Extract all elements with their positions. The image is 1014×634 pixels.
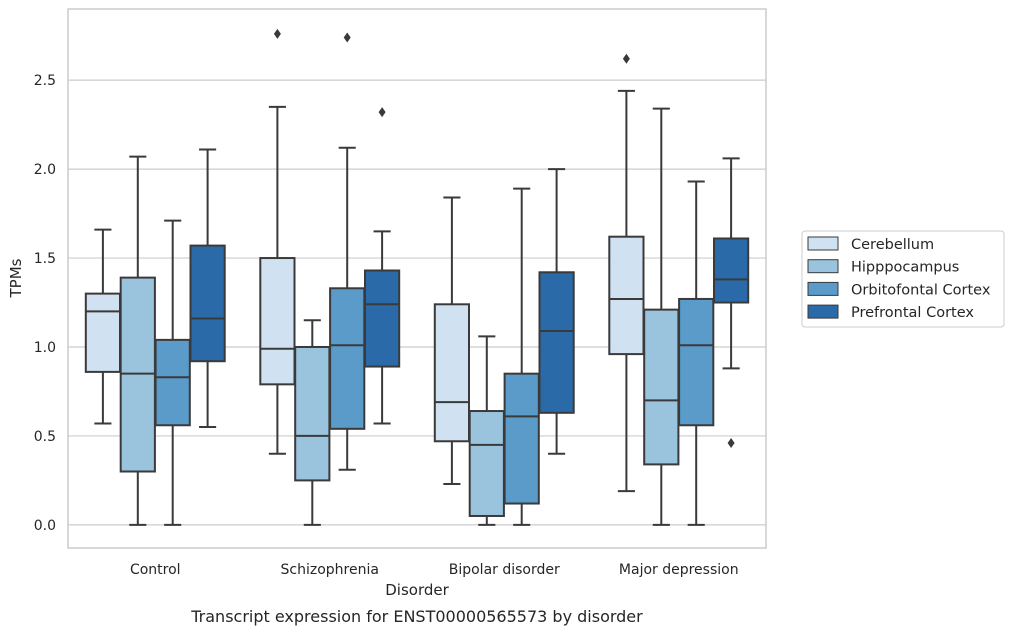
outlier-point	[343, 32, 351, 43]
legend-frame	[801, 230, 1005, 328]
box-body	[363, 269, 401, 368]
y-tick-label: 2.0	[34, 162, 56, 178]
box-0-3	[189, 148, 226, 429]
legend-label: Cerebellum	[851, 237, 934, 253]
boxes	[84, 28, 750, 526]
y-axis-label: TPMs	[7, 258, 25, 298]
box-body	[712, 237, 750, 304]
box-body	[643, 308, 680, 466]
figure-caption: Transcript expression for ENST0000056557…	[190, 607, 643, 626]
box-3-3	[712, 157, 750, 449]
box-2-0	[433, 196, 471, 485]
box-body	[84, 292, 122, 373]
box-body	[433, 303, 471, 443]
legend-label: Prefrontal Cortex	[851, 305, 974, 321]
box-body	[294, 345, 331, 482]
y-tick-label: 0.0	[34, 518, 56, 534]
box-body	[608, 235, 645, 356]
x-tick-label: Bipolar disorder	[449, 562, 560, 578]
box-body	[468, 410, 505, 517]
box-1-1	[294, 319, 331, 526]
box-2-1	[468, 335, 505, 526]
box-1-0	[259, 28, 296, 455]
x-tick-labels: Control Schizophrenia Bipolar disorder Majo…	[130, 562, 739, 578]
legend-label: Orbitofontal Cortex	[851, 282, 991, 298]
legend-swatch	[807, 304, 839, 319]
y-tick-label: 1.0	[34, 340, 56, 356]
legend-items: Cerebellum Hipppocampus Orbitofontal Corte…	[807, 236, 991, 321]
box-3-0	[608, 53, 645, 493]
box-3-2	[678, 180, 715, 526]
y-tick-label: 2.5	[34, 73, 56, 89]
legend: Cerebellum Hipppocampus Orbitofontal Corte…	[801, 230, 1005, 328]
box-body	[678, 297, 715, 427]
x-tick-label: Major depression	[619, 562, 739, 578]
outlier-point	[378, 107, 386, 118]
outlier-point	[622, 53, 630, 64]
box-body	[189, 244, 226, 363]
y-tick-label: 1.5	[34, 251, 56, 267]
box-1-2	[329, 32, 366, 471]
box-body	[538, 271, 575, 414]
box-2-2	[503, 187, 540, 526]
box-3-1	[643, 107, 680, 526]
legend-label: Hipppocampus	[851, 260, 959, 276]
x-tick-label: Control	[130, 562, 181, 578]
box-body	[329, 287, 366, 430]
x-tick-label: Schizophrenia	[281, 562, 379, 578]
y-tick-label: 0.5	[34, 429, 56, 445]
box-0-2	[154, 219, 191, 526]
y-tick-labels: 0.0 0.5 1.0 1.5 2.0 2.5	[34, 73, 56, 534]
box-0-0	[84, 228, 122, 425]
legend-swatch	[807, 236, 839, 251]
box-body	[259, 257, 296, 386]
outlier-point	[727, 438, 735, 449]
box-body	[503, 372, 540, 505]
legend-swatch	[807, 259, 839, 274]
box-1-3	[363, 107, 401, 425]
box-0-1	[119, 155, 156, 526]
box-body	[154, 338, 191, 427]
box-2-3	[538, 168, 575, 455]
outlier-point	[273, 28, 281, 39]
legend-swatch	[807, 281, 839, 296]
x-axis-label: Disorder	[385, 581, 449, 599]
plot-frame	[67, 8, 767, 549]
